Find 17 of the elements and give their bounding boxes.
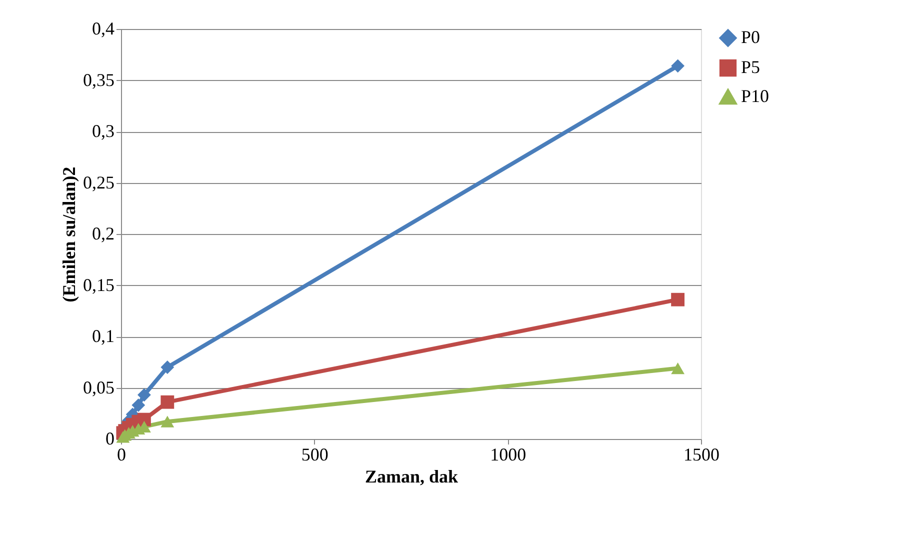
- x-axis-title: Zaman, dak: [364, 466, 458, 486]
- y-tick-label: 0,4: [92, 18, 114, 38]
- legend-label: P10: [741, 86, 770, 106]
- x-tick-label: 1500: [684, 444, 720, 464]
- y-tick-label: 0,05: [83, 377, 114, 398]
- x-tick-label: 1000: [490, 444, 526, 464]
- y-tick-label: 0,3: [92, 121, 114, 141]
- legend-label: P0: [741, 27, 760, 47]
- x-tick-label: 500: [301, 444, 328, 464]
- legend-label: P5: [741, 57, 760, 77]
- y-axis-title: (Emilen su/alan)2: [59, 166, 79, 302]
- y-tick-label: 0,1: [92, 326, 114, 346]
- y-tick-label: 0,15: [83, 274, 114, 295]
- y-tick-label: 0,2: [92, 224, 114, 244]
- y-tick-label: 0: [106, 428, 114, 448]
- y-tick-label: 0,35: [83, 70, 114, 90]
- y-tick-label: 0,25: [83, 172, 114, 192]
